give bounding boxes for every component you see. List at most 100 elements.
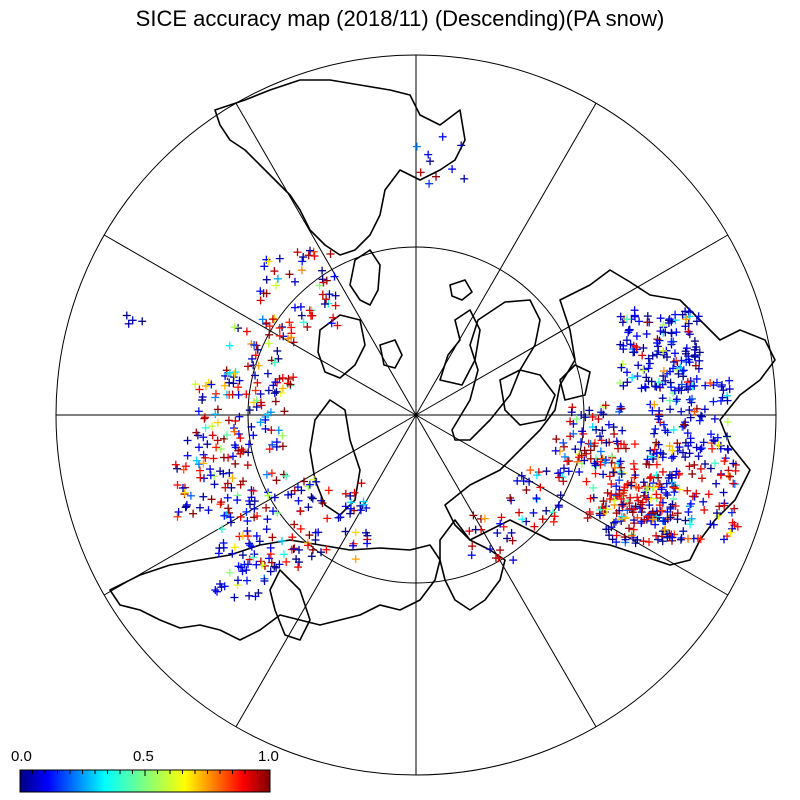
accuracy-marker: [467, 551, 476, 560]
accuracy-marker: [250, 340, 259, 349]
accuracy-marker: [665, 315, 674, 323]
accuracy-marker: [424, 150, 433, 159]
accuracy-marker: [284, 334, 293, 343]
accuracy-marker: [244, 448, 253, 457]
accuracy-marker: [661, 328, 670, 337]
accuracy-marker: [275, 254, 284, 263]
accuracy-marker: [650, 445, 659, 454]
meridian-line: [103, 234, 417, 416]
accuracy-marker: [341, 527, 350, 536]
accuracy-marker: [651, 382, 660, 391]
accuracy-marker: [231, 368, 240, 377]
accuracy-marker: [658, 527, 667, 536]
accuracy-marker: [351, 555, 360, 564]
accuracy-marker: [716, 471, 725, 480]
accuracy-marker: [220, 582, 229, 591]
east-siberia-coast: [309, 399, 361, 516]
accuracy-marker: [273, 509, 282, 518]
accuracy-marker: [730, 504, 739, 513]
accuracy-marker: [586, 454, 595, 463]
accuracy-marker: [580, 456, 589, 465]
accuracy-marker: [685, 406, 694, 414]
accuracy-marker: [633, 513, 642, 522]
accuracy-marker: [509, 556, 518, 565]
accuracy-marker: [646, 446, 655, 455]
accuracy-marker: [690, 460, 699, 469]
accuracy-marker: [720, 457, 729, 466]
accuracy-marker: [263, 369, 272, 378]
accuracy-marker: [196, 466, 204, 475]
accuracy-marker: [213, 405, 222, 414]
accuracy-marker: [363, 539, 372, 548]
accuracy-marker: [617, 363, 626, 372]
accuracy-marker: [322, 295, 331, 304]
accuracy-marker: [223, 431, 231, 440]
accuracy-marker: [229, 379, 238, 388]
accuracy-marker: [617, 404, 626, 413]
accuracy-marker: [270, 562, 279, 571]
accuracy-marker: [230, 323, 239, 332]
accuracy-marker: [251, 351, 260, 360]
accuracy-marker: [349, 541, 357, 550]
accuracy-marker: [266, 543, 275, 552]
accuracy-marker: [723, 444, 732, 453]
accuracy-marker: [549, 517, 558, 526]
accuracy-marker: [519, 477, 528, 485]
meridian-line: [415, 234, 729, 416]
accuracy-marker: [268, 315, 277, 324]
accuracy-marker: [196, 503, 204, 512]
accuracy-marker: [645, 510, 654, 519]
accuracy-marker: [602, 525, 611, 534]
accuracy-marker: [183, 451, 192, 460]
accuracy-marker: [675, 485, 684, 494]
accuracy-marker: [627, 481, 636, 490]
accuracy-marker: [577, 438, 585, 447]
accuracy-marker: [230, 369, 239, 378]
accuracy-marker: [580, 446, 589, 455]
accuracy-marker: [643, 455, 652, 464]
accuracy-marker: [667, 383, 676, 392]
accuracy-marker: [362, 528, 370, 537]
accuracy-marker: [306, 246, 314, 255]
accuracy-marker: [642, 486, 651, 495]
accuracy-marker: [237, 445, 246, 454]
accuracy-marker: [203, 440, 212, 449]
accuracy-marker: [260, 577, 269, 585]
accuracy-marker: [289, 373, 298, 382]
accuracy-marker: [603, 505, 612, 514]
accuracy-marker: [228, 474, 237, 483]
accuracy-marker: [678, 310, 687, 319]
accuracy-marker: [724, 471, 733, 480]
accuracy-marker: [719, 386, 728, 395]
accuracy-markers: [122, 132, 742, 602]
accuracy-marker: [672, 467, 681, 476]
accuracy-marker: [621, 514, 630, 523]
accuracy-marker: [679, 366, 688, 375]
accuracy-marker: [728, 524, 737, 533]
accuracy-marker: [671, 310, 680, 319]
accuracy-marker: [659, 320, 668, 329]
accuracy-marker: [630, 306, 639, 315]
accuracy-marker: [311, 536, 320, 544]
accuracy-marker: [243, 576, 251, 585]
accuracy-marker: [508, 536, 517, 545]
accuracy-marker: [590, 459, 599, 468]
accuracy-marker: [323, 514, 332, 523]
accuracy-marker: [267, 469, 276, 478]
accuracy-marker: [288, 533, 297, 542]
accuracy-marker: [669, 425, 678, 434]
accuracy-marker: [465, 527, 474, 536]
accuracy-marker: [290, 520, 299, 529]
accuracy-marker: [723, 418, 732, 426]
accuracy-marker: [636, 504, 645, 513]
accuracy-marker: [199, 492, 208, 501]
accuracy-marker: [684, 441, 693, 450]
accuracy-marker: [685, 358, 694, 367]
accuracy-marker: [683, 429, 692, 438]
greenland-coast: [451, 299, 541, 441]
accuracy-marker: [684, 319, 693, 328]
accuracy-marker: [226, 513, 235, 522]
accuracy-marker: [616, 457, 625, 466]
meridian-line: [235, 414, 417, 728]
accuracy-marker: [656, 494, 665, 502]
